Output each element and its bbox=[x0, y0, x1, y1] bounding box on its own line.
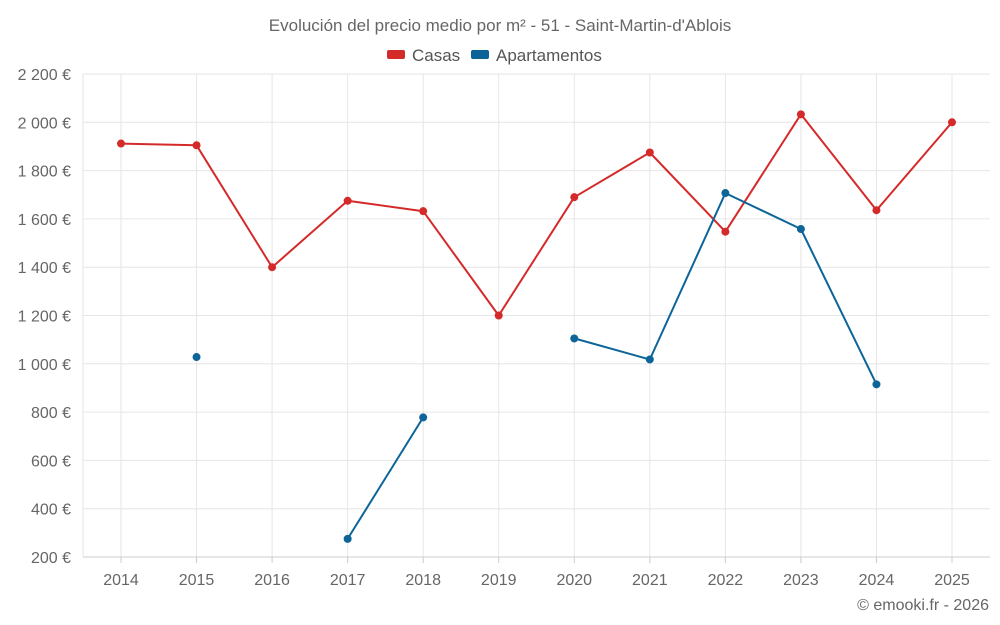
x-tick-label: 2016 bbox=[254, 572, 290, 589]
y-tick-label: 1 800 € bbox=[18, 164, 71, 181]
data-point-apartamentos-2023[interactable] bbox=[796, 225, 805, 234]
legend-label-casas: Casas bbox=[412, 46, 460, 65]
data-point-casas-2022[interactable] bbox=[721, 227, 730, 236]
data-point-casas-2024[interactable] bbox=[872, 206, 881, 215]
data-point-casas-2023[interactable] bbox=[796, 110, 805, 119]
data-point-apartamentos-2024[interactable] bbox=[872, 380, 881, 389]
data-point-casas-2018[interactable] bbox=[419, 207, 428, 216]
x-tick-label: 2019 bbox=[481, 572, 517, 589]
data-point-casas-2017[interactable] bbox=[343, 196, 352, 205]
data-point-casas-2020[interactable] bbox=[570, 193, 579, 202]
y-tick-label: 1 600 € bbox=[18, 212, 71, 229]
series-line-apartamentos bbox=[346, 416, 425, 540]
y-tick-label: 2 000 € bbox=[18, 115, 71, 132]
data-point-apartamentos-2015[interactable] bbox=[192, 353, 201, 362]
series-layer bbox=[117, 110, 956, 543]
x-tick-label: 2021 bbox=[632, 572, 668, 589]
series-apartamentos bbox=[192, 189, 881, 543]
data-point-apartamentos-2020[interactable] bbox=[570, 334, 579, 343]
legend-item-casas[interactable]: Casas bbox=[387, 46, 460, 65]
series-casas bbox=[117, 110, 956, 320]
y-tick-label: 1 000 € bbox=[18, 357, 71, 374]
legend-item-apartamentos[interactable]: Apartamentos bbox=[471, 46, 602, 65]
x-tick-label: 2023 bbox=[783, 572, 819, 589]
legend-label-apartamentos: Apartamentos bbox=[496, 46, 602, 65]
legend-swatch-casas bbox=[387, 50, 405, 59]
y-gridlines bbox=[83, 73, 990, 510]
data-point-casas-2021[interactable] bbox=[645, 148, 654, 157]
x-tick-label: 2025 bbox=[934, 572, 970, 589]
x-tick-label: 2014 bbox=[103, 572, 139, 589]
x-tick-label: 2015 bbox=[179, 572, 215, 589]
y-tick-label: 400 € bbox=[31, 502, 71, 519]
data-point-casas-2016[interactable] bbox=[268, 263, 277, 272]
y-tick-label: 1 400 € bbox=[18, 260, 71, 277]
data-point-apartamentos-2022[interactable] bbox=[721, 189, 730, 198]
chart-title: Evolución del precio medio por m² - 51 -… bbox=[269, 16, 731, 35]
x-tick-label: 2017 bbox=[330, 572, 366, 589]
x-tick-label: 2018 bbox=[405, 572, 441, 589]
x-tick-label: 2022 bbox=[708, 572, 744, 589]
x-tick-label: 2020 bbox=[556, 572, 592, 589]
data-point-casas-2015[interactable] bbox=[192, 141, 201, 150]
credit-text: © emooki.fr - 2026 bbox=[857, 597, 989, 614]
y-tick-label: 800 € bbox=[31, 405, 71, 422]
y-tick-label: 1 200 € bbox=[18, 309, 71, 326]
legend-swatch-apartamentos bbox=[471, 50, 489, 59]
data-point-casas-2014[interactable] bbox=[117, 139, 125, 148]
data-point-apartamentos-2017[interactable] bbox=[343, 534, 352, 543]
data-point-casas-2019[interactable] bbox=[494, 311, 503, 320]
y-axis-labels: 200 € 400 € 600 € 800 € 1 000 € 1 200 € 1 400 … bbox=[18, 67, 71, 567]
y-tick-label: 600 € bbox=[31, 453, 71, 470]
x-axis-labels: 2014 2015 2016 2017 2018 2019 2020 2021 2022 2023… bbox=[103, 572, 970, 589]
y-tick-label: 200 € bbox=[31, 550, 71, 567]
legend: Casas Apartamentos bbox=[387, 46, 602, 65]
data-point-apartamentos-2018[interactable] bbox=[419, 413, 428, 422]
y-tick-label: 2 200 € bbox=[18, 67, 71, 84]
data-point-casas-2025[interactable] bbox=[948, 118, 956, 127]
series-line-casas bbox=[120, 113, 953, 317]
x-gridlines bbox=[82, 74, 953, 563]
x-tick-label: 2024 bbox=[859, 572, 895, 589]
data-point-apartamentos-2021[interactable] bbox=[645, 355, 654, 364]
